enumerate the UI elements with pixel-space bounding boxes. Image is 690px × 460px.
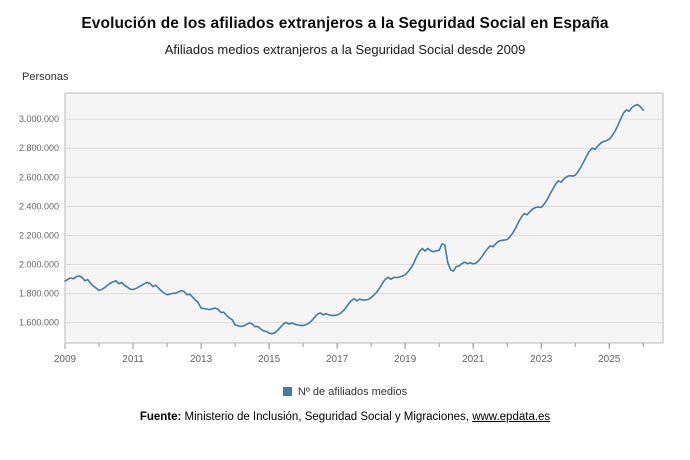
x-tick-label: 2017 (326, 354, 349, 365)
series-legend-marker-icon (282, 387, 292, 396)
y-tick-label: 2.400.000 (19, 201, 59, 211)
source-text: Ministerio de Inclusión, Seguridad Socia… (181, 411, 473, 423)
x-tick-label: 2019 (394, 354, 417, 365)
page-title: Evolución de los afiliados extranjeros a… (81, 15, 609, 32)
y-tick-label: 3.000.000 (19, 114, 59, 124)
y-tick-label: 2.800.000 (19, 143, 59, 153)
x-tick-label: 2023 (530, 354, 553, 365)
y-tick-label: 1.800.000 (19, 289, 59, 299)
x-tick-label: 2013 (190, 354, 213, 365)
plot-area[interactable] (65, 93, 663, 343)
series-line[interactable] (64, 103, 645, 335)
x-tick-label: 2021 (462, 354, 485, 365)
y-tick-label: 2.000.000 (19, 260, 59, 270)
source-link[interactable]: www.epdata.es (472, 411, 551, 423)
source-footer: Fuente: Ministerio de Inclusión, Segurid… (0, 411, 690, 423)
y-tick-label: 2.200.000 (19, 230, 59, 240)
series-legend-label: Nº de afiliados medios (297, 386, 408, 398)
y-tick-label: 2.600.000 (19, 172, 59, 182)
x-tick-label: 2011 (122, 354, 144, 365)
x-tick-label: 2015 (258, 354, 281, 365)
chart-legend[interactable]: Nº de afiliados medios (0, 386, 690, 398)
y-axis-title: Personas (22, 71, 69, 83)
source-label: Fuente: (139, 411, 182, 423)
plot-border (64, 92, 664, 344)
x-tick-label: 2025 (598, 354, 621, 365)
page-subtitle: Afiliados medios extranjeros a la Seguri… (164, 42, 526, 57)
y-tick-label: 1.600.000 (19, 318, 59, 328)
x-tick-label: 2009 (54, 354, 77, 365)
line-chart[interactable]: 1.600.000 1.800.000 2.000.000 2.200.000 2.40… (0, 85, 690, 370)
